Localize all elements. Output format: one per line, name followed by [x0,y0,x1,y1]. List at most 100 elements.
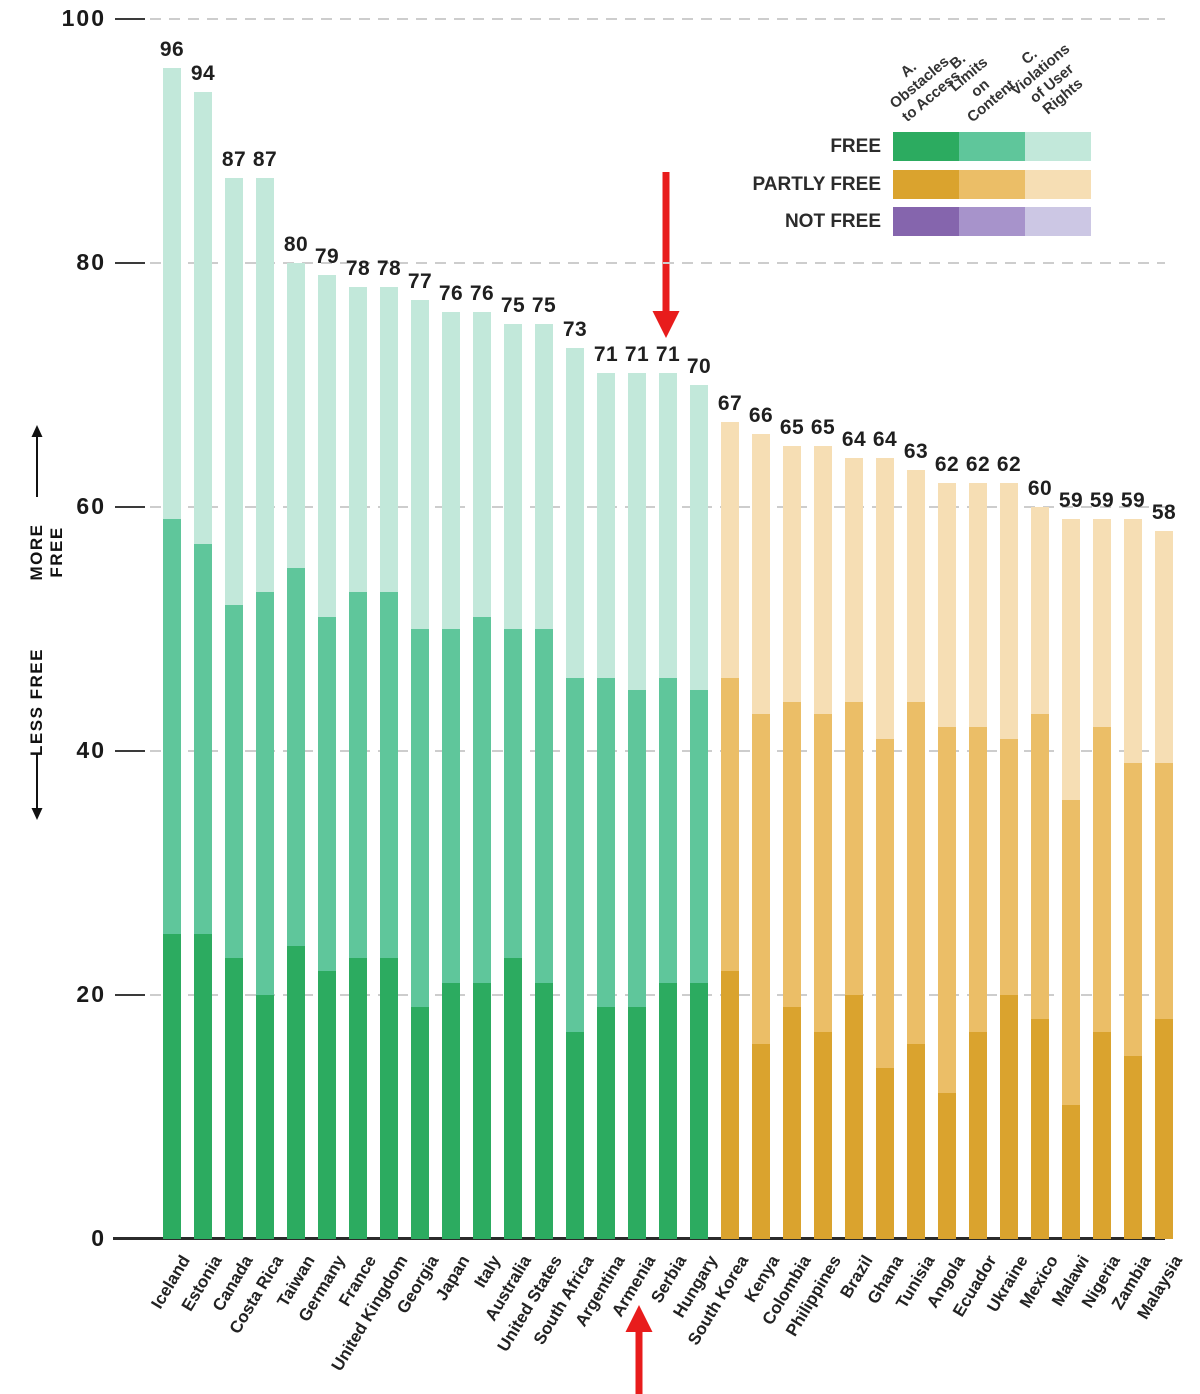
bar-estonia-value: 94 [190,62,216,86]
bar-united-states-segment-c [535,324,553,629]
bar-ecuador-value: 62 [965,452,991,476]
y-axis-label-100: 100 [61,5,106,31]
bar-argentina-value: 71 [593,342,619,366]
bar-georgia-segment-b [411,629,429,1008]
bar-taiwan-segment-b [287,568,305,947]
y-axis-tick-100 [115,18,145,20]
bar-south-africa-segment-a [566,1031,584,1239]
bar-united-kingdom-segment-c [380,287,398,593]
bar-ecuador-segment-a [969,1031,987,1239]
bar-philippines-segment-c [814,446,832,715]
bar-argentina-segment-a [597,1007,615,1239]
bar-france-segment-c [349,287,367,593]
bar-iceland-segment-c [163,67,181,520]
bar-nigeria-value: 59 [1089,489,1115,513]
bar-kenya-segment-b [752,714,770,1044]
bar-france-segment-a [349,958,367,1239]
bar-hungary-segment-b [690,690,708,983]
bar-canada-segment-c [225,177,243,605]
bar-ukraine-segment-b [1000,738,1018,995]
legend-swatch-row0-col1 [959,132,1025,161]
bar-serbia-segment-c [659,372,677,678]
bar-ukraine-segment-a [1000,995,1018,1239]
legend-row-label-0: FREE [830,136,881,157]
bar-france-segment-b [349,592,367,959]
bar-taiwan-segment-c [287,263,305,568]
more-free-arrow-icon [31,425,43,497]
bar-taiwan-value: 80 [283,233,309,256]
bar-ecuador-segment-c [969,482,987,727]
bar-serbia-segment-a [659,982,677,1239]
bar-iceland-segment-b [163,519,181,934]
bar-serbia-segment-b [659,677,677,983]
legend-swatch-row0-col0 [893,132,959,161]
bar-georgia-value: 77 [407,269,433,293]
bar-mexico-segment-a [1031,1019,1049,1239]
bar-taiwan-segment-a [287,946,305,1239]
bar-malaysia-segment-c [1155,531,1173,764]
bar-malawi-segment-a [1062,1104,1080,1239]
bar-united-states-segment-b [535,629,553,983]
bar-malawi-segment-b [1062,799,1080,1105]
bar-brazil-segment-a [845,995,863,1239]
bar-iceland-segment-a [163,934,181,1239]
bar-malaysia-segment-b [1155,763,1173,1020]
bar-zambia-segment-a [1124,1056,1142,1239]
bar-germany-segment-b [318,616,336,971]
bar-armenia-value: 71 [624,342,650,366]
bar-south-africa-segment-c [566,348,584,678]
gridline-20 [150,994,1165,996]
bar-australia-segment-c [504,324,522,629]
bar-japan-segment-c [442,311,460,629]
bar-france-value: 78 [345,257,371,281]
bar-armenia-segment-b [628,690,646,1008]
bar-tunisia-segment-c [907,470,925,703]
bar-ghana-segment-a [876,1068,894,1239]
bar-hungary-segment-a [690,982,708,1239]
bar-colombia-segment-b [783,702,801,1008]
bar-malawi-value: 59 [1058,489,1084,513]
y-axis-label-60: 60 [76,493,106,519]
bar-costa-rica-segment-b [256,592,274,995]
bar-germany-segment-a [318,970,336,1239]
bar-malaysia-segment-a [1155,1019,1173,1239]
bar-canada-value: 87 [221,147,247,171]
bar-malawi-segment-c [1062,519,1080,800]
bar-germany-segment-c [318,275,336,617]
bar-japan-segment-a [442,982,460,1239]
gridline-40 [150,750,1165,752]
bar-italy-segment-c [473,311,491,617]
bar-japan-value: 76 [438,281,464,305]
bar-united-kingdom-value: 78 [376,257,402,281]
bar-mexico-value: 60 [1027,477,1053,500]
bar-south-korea-segment-a [721,970,739,1239]
y-axis-tick-60 [115,506,145,508]
bar-zambia-segment-b [1124,763,1142,1056]
bar-costa-rica-segment-a [256,995,274,1239]
y-axis-tick-40 [115,750,145,752]
bar-costa-rica-segment-c [256,177,274,593]
bar-nigeria-segment-b [1093,726,1111,1032]
bar-kenya-segment-c [752,433,770,715]
bar-ghana-segment-b [876,738,894,1069]
bar-mexico-segment-b [1031,714,1049,1020]
bar-south-africa-value: 73 [562,318,588,342]
bar-argentina-segment-b [597,677,615,1008]
bar-colombia-segment-a [783,1007,801,1239]
bar-australia-value: 75 [500,294,526,317]
bar-australia-segment-a [504,958,522,1239]
more-free-text: MORE FREE [27,523,66,581]
bar-south-korea-value: 67 [717,391,743,415]
bar-zambia-segment-c [1124,519,1142,764]
bar-armenia-segment-c [628,372,646,690]
legend-column-header-2: C. Violations of User Rights [1007,40,1087,118]
bar-georgia-segment-a [411,1007,429,1239]
gridline-60 [150,506,1165,508]
bar-nigeria-segment-c [1093,519,1111,727]
gridline-80 [150,262,1165,264]
bar-south-korea-segment-c [721,421,739,678]
bar-estonia-segment-c [194,92,212,544]
bar-south-korea-segment-b [721,677,739,971]
legend-row-label-2: NOT FREE [784,211,881,232]
